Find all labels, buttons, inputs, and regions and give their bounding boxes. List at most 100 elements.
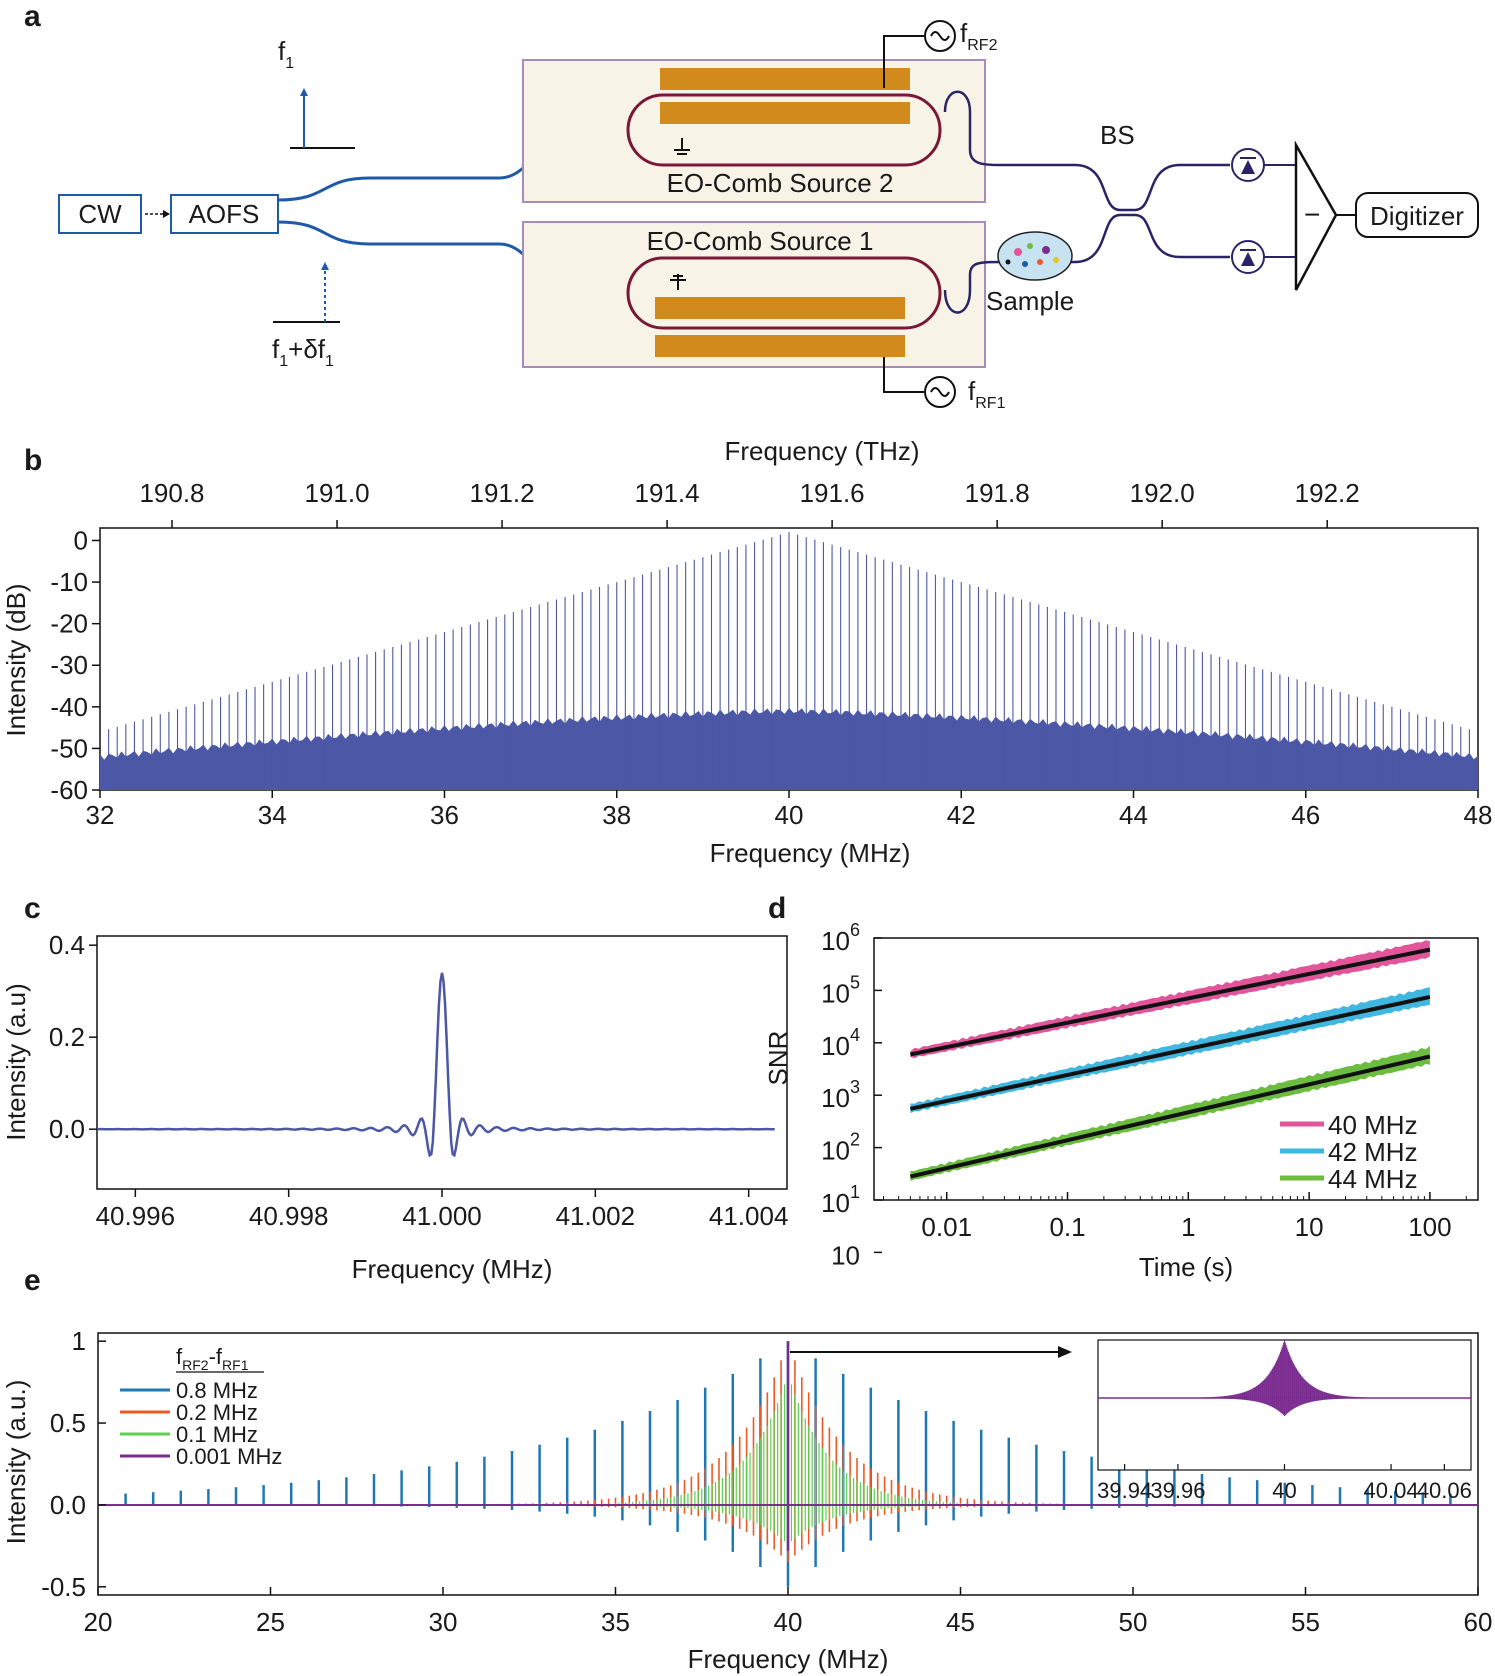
e-legend-label-2: 0.1 MHz — [176, 1422, 258, 1447]
b-comb-marks — [100, 532, 1478, 790]
fiber-out-2 — [943, 90, 1230, 212]
d-y-tick-label: 101 — [821, 1182, 860, 1218]
panel-d: d 0.01 0.1 1 10 100 106 105 104 103 102 101 10 40 M… — [763, 892, 1479, 1282]
ring-resonator-2 — [626, 93, 942, 167]
b-top-tick-label: 190.8 — [139, 478, 204, 508]
b-top-tick-label: 192.0 — [1130, 478, 1195, 508]
c-y-tick-label: 0.4 — [49, 930, 85, 960]
e-inset-x-tick-label: 39.94 — [1097, 1478, 1152, 1503]
e-inset-x-tick-label: 40.06 — [1417, 1478, 1472, 1503]
b-x-tick-label: 36 — [430, 800, 459, 830]
e-y-tick-label: 0.0 — [50, 1490, 86, 1520]
d-fit-line-1 — [909, 994, 1431, 1111]
b-y-tick-label: -50 — [50, 733, 88, 763]
b-top-tick-label: 191.0 — [304, 478, 369, 508]
sample-label: Sample — [986, 286, 1074, 316]
d-x-tick-label: 1 — [1181, 1212, 1195, 1242]
panel-c: c 40.996 40.998 41.000 41.002 41.004 0.4 0.2 0.… — [1, 892, 788, 1284]
c-x-axis-label: Frequency (MHz) — [352, 1254, 553, 1284]
c-x-tick-label: 41.000 — [402, 1201, 482, 1231]
e-y-tick-label: 0.5 — [50, 1408, 86, 1438]
b-x-axis-label: Frequency (MHz) — [710, 838, 911, 868]
d-x-tick-label: 0.1 — [1049, 1212, 1085, 1242]
b-top-tick-label: 191.4 — [635, 478, 700, 508]
c-y-axis-label: Intensity (a.u) — [1, 983, 31, 1141]
panel-a: a CW AOFS f1 f1+δf1 EO-Comb Source 2 fRF… — [24, 0, 1479, 412]
e-x-tick-label: 40 — [774, 1607, 803, 1637]
panel-b: b Frequency (THz) 32 34 36 38 40 42 44 46 48 190.… — [1, 436, 1492, 868]
b-y-tick-label: -30 — [50, 650, 88, 680]
electrode-2-bottom — [660, 102, 910, 124]
digitizer-box — [1355, 192, 1479, 238]
b-y-tick-label: -60 — [50, 775, 88, 805]
d-legend-label-44: 44 MHz — [1328, 1164, 1418, 1194]
b-y-tick-label: -40 — [50, 692, 88, 722]
panel-label-d: d — [768, 892, 786, 925]
panel-label-b: b — [24, 444, 42, 477]
c-x-tick-label: 41.004 — [709, 1201, 789, 1231]
b-top-tick-label: 191.8 — [965, 478, 1030, 508]
cw-label: CW — [78, 199, 122, 229]
f1-delta-arrow-head — [321, 262, 329, 270]
e-x-axis-label: Frequency (MHz) — [688, 1644, 889, 1674]
panel-e: e 20 25 30 35 40 45 50 55 60 1 0.5 0.0 -0.5 39.9439.… — [1, 1264, 1492, 1674]
e-y-axis-label: Intensity (a.u.) — [1, 1380, 31, 1545]
d-y-tick-label: 106 — [821, 920, 860, 956]
digitizer-label: Digitizer — [1370, 201, 1464, 231]
electrode-2-top — [660, 68, 910, 90]
d-x-tick-label: 100 — [1408, 1212, 1451, 1242]
aofs-box — [170, 194, 279, 234]
e-x-tick-label: 55 — [1291, 1607, 1320, 1637]
b-x-tick-label: 40 — [775, 800, 804, 830]
d-x-tick-label: 0.01 — [921, 1212, 972, 1242]
d-y-tick-label: 104 — [821, 1025, 860, 1061]
c-series-line — [96, 972, 775, 1158]
b-x-tick-label: 38 — [602, 800, 631, 830]
e-legend-label-3: 0.001 MHz — [176, 1444, 282, 1469]
b-y-tick-label: -20 — [50, 609, 88, 639]
e-inset-x-tick-label: 40.04 — [1364, 1478, 1419, 1503]
panel-label-c: c — [24, 892, 41, 925]
b-y-axis-label: Intensity (dB) — [1, 583, 31, 736]
d-y-tick-label: 102 — [821, 1130, 860, 1166]
aofs-label: AOFS — [189, 199, 260, 229]
subtractor-icon — [1294, 140, 1338, 291]
b-y-tick-label: 0 — [74, 525, 88, 555]
b-x-tick-label: 42 — [947, 800, 976, 830]
e-x-tick-label: 20 — [84, 1607, 113, 1637]
d-fit-line-0 — [909, 947, 1431, 1057]
e-inset-x-tick-label: 39.96 — [1150, 1478, 1205, 1503]
b-top-tick-label: 191.6 — [800, 478, 865, 508]
e-x-tick-label: 45 — [946, 1607, 975, 1637]
d-legend-label-40: 40 MHz — [1328, 1110, 1418, 1140]
d-y-tick-label: 10 — [831, 1240, 860, 1270]
cw-box — [58, 194, 142, 234]
rf2-wire — [883, 35, 924, 88]
e-inset-x-tick-label: 40 — [1272, 1478, 1296, 1503]
d-y-tick-label: 103 — [821, 1077, 860, 1113]
c-x-tick-label: 40.998 — [249, 1201, 329, 1231]
c-x-tick-label: 40.996 — [96, 1201, 176, 1231]
e-y-tick-label: 1 — [72, 1326, 86, 1356]
d-x-tick-label: 10 — [1295, 1212, 1324, 1242]
f1-arrow-head — [300, 88, 308, 96]
ring-resonator-1 — [626, 256, 942, 330]
c-x-tick-label: 41.002 — [556, 1201, 636, 1231]
d-y-tick-label: 105 — [821, 972, 860, 1008]
d-legend-label-42: 42 MHz — [1328, 1137, 1418, 1167]
eo-comb-source-1-label: EO-Comb Source 1 — [647, 226, 874, 256]
b-x-tick-label: 32 — [86, 800, 115, 830]
b-x-tick-label: 34 — [258, 800, 287, 830]
e-legend-title: fRF2-fRF1 — [176, 1344, 249, 1373]
d-x-axis-label: Time (s) — [1139, 1252, 1233, 1282]
rf1-wire — [883, 357, 924, 393]
b-y-tick-label: -10 — [50, 567, 88, 597]
bs-label: BS — [1100, 120, 1135, 150]
e-x-tick-label: 25 — [256, 1607, 285, 1637]
cw-arrow-head — [163, 210, 170, 218]
e-legend-label-1: 0.2 MHz — [176, 1400, 258, 1425]
c-y-tick-label: 0.0 — [49, 1114, 85, 1144]
panel-label-a: a — [24, 0, 41, 33]
f1-label: f1 — [278, 36, 294, 72]
